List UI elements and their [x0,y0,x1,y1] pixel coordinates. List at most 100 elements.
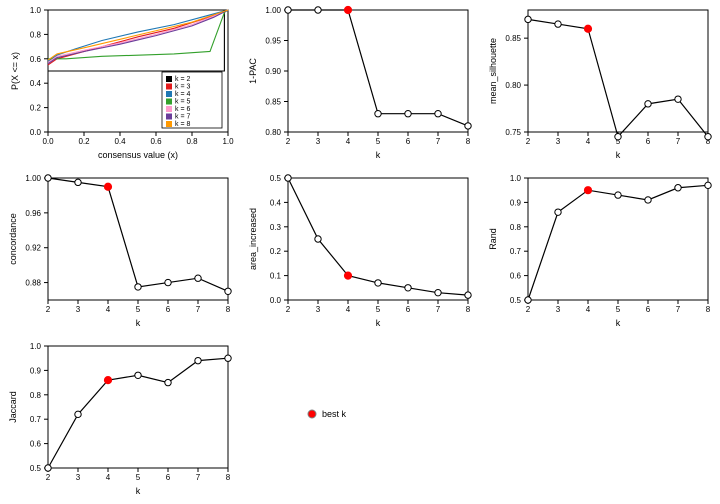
svg-text:2: 2 [526,305,531,314]
svg-text:k = 2: k = 2 [175,76,190,83]
svg-text:0.8: 0.8 [510,223,522,232]
data-point [615,192,621,198]
svg-text:4: 4 [106,473,111,482]
svg-text:0.8: 0.8 [30,391,42,400]
svg-text:Rand: Rand [488,228,498,250]
data-point [45,175,51,181]
svg-text:0.7: 0.7 [510,247,522,256]
svg-text:2: 2 [46,473,51,482]
svg-text:P(X <= x): P(X <= x) [10,52,20,90]
data-point [465,123,471,129]
data-point [645,197,651,203]
svg-text:0.95: 0.95 [265,37,281,46]
svg-text:0.0: 0.0 [30,128,42,137]
svg-text:5: 5 [376,305,381,314]
data-point [705,133,711,139]
svg-text:0.7: 0.7 [30,415,42,424]
svg-text:5: 5 [136,305,141,314]
svg-text:8: 8 [226,305,231,314]
data-point [555,209,561,215]
svg-text:3: 3 [556,305,561,314]
best-k-point [344,6,351,13]
best-k-point [584,25,591,32]
svg-text:0.2: 0.2 [270,247,282,256]
svg-text:0.96: 0.96 [25,209,41,218]
svg-text:8: 8 [466,137,471,146]
svg-text:6: 6 [166,305,171,314]
svg-text:0.75: 0.75 [505,128,521,137]
svg-text:1.00: 1.00 [265,6,281,15]
svg-text:0.4: 0.4 [30,79,42,88]
svg-text:4: 4 [586,305,591,314]
data-point [135,372,141,378]
svg-text:0.85: 0.85 [505,34,521,43]
svg-text:k = 4: k = 4 [175,91,190,98]
svg-text:5: 5 [616,305,621,314]
svg-text:1-PAC: 1-PAC [248,58,258,84]
svg-text:7: 7 [676,137,681,146]
data-point [195,357,201,363]
svg-text:0.3: 0.3 [270,223,282,232]
svg-text:2: 2 [526,137,531,146]
svg-text:0.6: 0.6 [30,55,42,64]
data-point [555,21,561,27]
data-point [615,133,621,139]
svg-text:0.5: 0.5 [510,296,522,305]
rand-panel: 23456780.50.60.70.80.91.0kRand [480,168,720,336]
data-point [675,185,681,191]
data-point [375,111,381,117]
svg-text:0.4: 0.4 [270,198,282,207]
svg-text:mean_silhouette: mean_silhouette [488,38,498,104]
svg-text:0.6: 0.6 [510,272,522,281]
svg-text:0.88: 0.88 [25,279,41,288]
svg-text:Jaccard: Jaccard [8,391,18,423]
data-point [225,288,231,294]
cdf-panel: 0.00.20.40.60.81.00.00.20.40.60.81.0cons… [0,0,240,168]
data-point [405,285,411,291]
svg-text:2: 2 [286,137,291,146]
best-k-legend: best k [300,400,500,440]
svg-text:0.9: 0.9 [30,366,42,375]
svg-text:7: 7 [436,305,441,314]
sil-panel: 23456780.750.800.85kmean_silhouette [480,0,720,168]
svg-text:3: 3 [316,137,321,146]
svg-text:k: k [136,318,141,328]
best-k-point [104,183,111,190]
svg-text:1.0: 1.0 [30,6,42,15]
data-point [195,275,201,281]
data-point [435,111,441,117]
data-point [165,379,171,385]
best-k-point [584,187,591,194]
data-point [525,297,531,303]
svg-text:k: k [136,486,141,496]
svg-text:3: 3 [76,305,81,314]
data-point [165,279,171,285]
data-point [225,355,231,361]
svg-text:k = 5: k = 5 [175,99,190,106]
svg-text:5: 5 [376,137,381,146]
svg-text:8: 8 [466,305,471,314]
svg-text:7: 7 [676,305,681,314]
svg-text:k = 7: k = 7 [175,114,190,121]
data-point [315,7,321,13]
svg-text:k = 6: k = 6 [175,106,190,113]
svg-text:1.00: 1.00 [25,174,41,183]
chart-grid: 0.00.20.40.60.81.00.00.20.40.60.81.0cons… [0,0,720,504]
svg-text:4: 4 [346,305,351,314]
data-point [465,292,471,298]
svg-text:7: 7 [196,305,201,314]
svg-text:0.0: 0.0 [42,137,54,146]
svg-text:0.2: 0.2 [30,104,42,113]
area-panel: 23456780.00.10.20.30.40.5karea_increased [240,168,480,336]
svg-text:k: k [616,318,621,328]
pac-panel: 23456780.800.850.900.951.00k1-PAC [240,0,480,168]
svg-text:3: 3 [316,305,321,314]
svg-text:k: k [616,150,621,160]
data-point [285,7,291,13]
data-point [75,179,81,185]
svg-text:1.0: 1.0 [30,342,42,351]
data-point [45,465,51,471]
svg-text:k = 3: k = 3 [175,84,190,91]
data-point [75,411,81,417]
best-k-point [104,377,111,384]
